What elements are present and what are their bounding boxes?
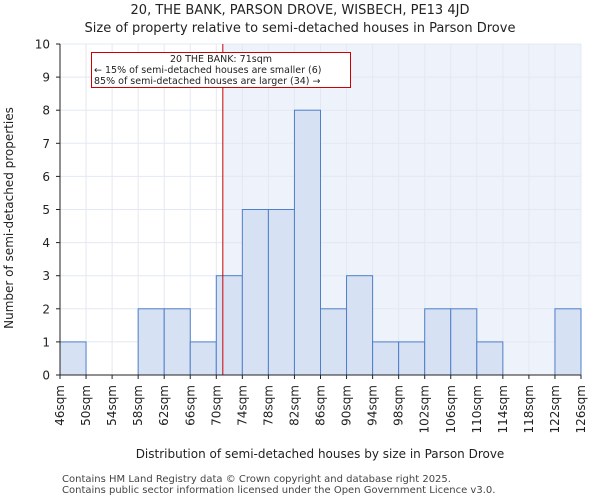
annotation-line-1: 20 THE BANK: 71sqm [170,54,272,65]
y-tick-labels: 0 1 2 3 4 5 6 7 8 9 10 [35,38,60,383]
chart-title: 20, THE BANK, PARSON DROVE, WISBECH, PE1… [130,3,470,18]
x-tick-label: 126sqm [574,385,588,433]
x-tick-label: 50sqm [79,385,93,426]
bar-70sqm [215,275,243,376]
x-tick-label: 58sqm [131,385,145,426]
x-axis-label: Distribution of semi-detached houses by … [136,447,505,461]
property-annotation-box: 20 THE BANK: 71sqm ← 15% of semi-detache… [91,52,351,88]
x-tick-label: 122sqm [548,385,562,433]
y-tick-label: 2 [42,302,50,316]
bar-62sqm [163,308,191,376]
x-tick-label: 82sqm [287,385,301,426]
bar-82sqm [293,109,322,376]
y-tick-label: 0 [42,369,50,383]
y-axis-label: Number of semi-detached properties [2,107,16,329]
x-tick-label: 62sqm [157,385,171,426]
y-tick-label: 6 [42,170,50,184]
chart-subtitle: Size of property relative to semi-detach… [84,21,516,36]
bar-106sqm [450,308,478,376]
x-tick-label: 54sqm [105,385,119,426]
x-tick-label: 66sqm [183,385,197,426]
x-tick-label: 78sqm [261,385,275,426]
y-tick-label: 7 [42,137,50,151]
y-tick-label: 5 [42,203,50,217]
y-tick-label: 1 [42,335,50,349]
annotation-line-2: ← 15% of semi-detached houses are smalle… [94,65,322,76]
x-tick-label: 74sqm [235,385,249,426]
bar-90sqm [346,275,374,376]
x-tick-label: 94sqm [366,385,380,426]
y-tick-label: 10 [35,38,50,52]
bar-110sqm [476,341,504,376]
x-tick-label: 114sqm [496,385,510,433]
bar-46sqm [59,341,87,376]
x-tick-label: 46sqm [53,385,67,426]
x-tick-label: 106sqm [444,385,458,433]
bar-66sqm [189,341,217,376]
bars [59,109,582,376]
footer-copyright: Contains HM Land Registry data © Crown c… [62,474,451,485]
bar-86sqm [320,308,348,376]
bar-58sqm [137,308,165,376]
x-tick-label: 98sqm [392,385,406,426]
bar-102sqm [424,308,452,376]
x-tick-label: 70sqm [209,385,223,426]
x-tick-label: 102sqm [418,385,432,433]
y-tick-label: 8 [42,104,50,118]
bar-74sqm [241,209,269,376]
bar-94sqm [372,341,400,376]
footer-licence: Contains public sector information licen… [62,485,496,496]
x-tick-labels: 46sqm 50sqm 54sqm 58sqm 62sqm 66sqm 70sqm 74sqm… [53,375,588,433]
x-tick-label: 118sqm [522,385,536,433]
bar-122sqm [554,308,582,376]
y-tick-label: 4 [42,236,50,250]
x-tick-label: 110sqm [470,385,484,433]
bar-78sqm [267,209,295,376]
annotation-line-3: 85% of semi-detached houses are larger (… [94,76,321,87]
y-tick-label: 3 [42,269,50,283]
x-tick-label: 86sqm [314,385,328,426]
x-tick-label: 90sqm [340,385,354,426]
y-tick-label: 9 [42,71,50,85]
bar-98sqm [398,341,426,376]
